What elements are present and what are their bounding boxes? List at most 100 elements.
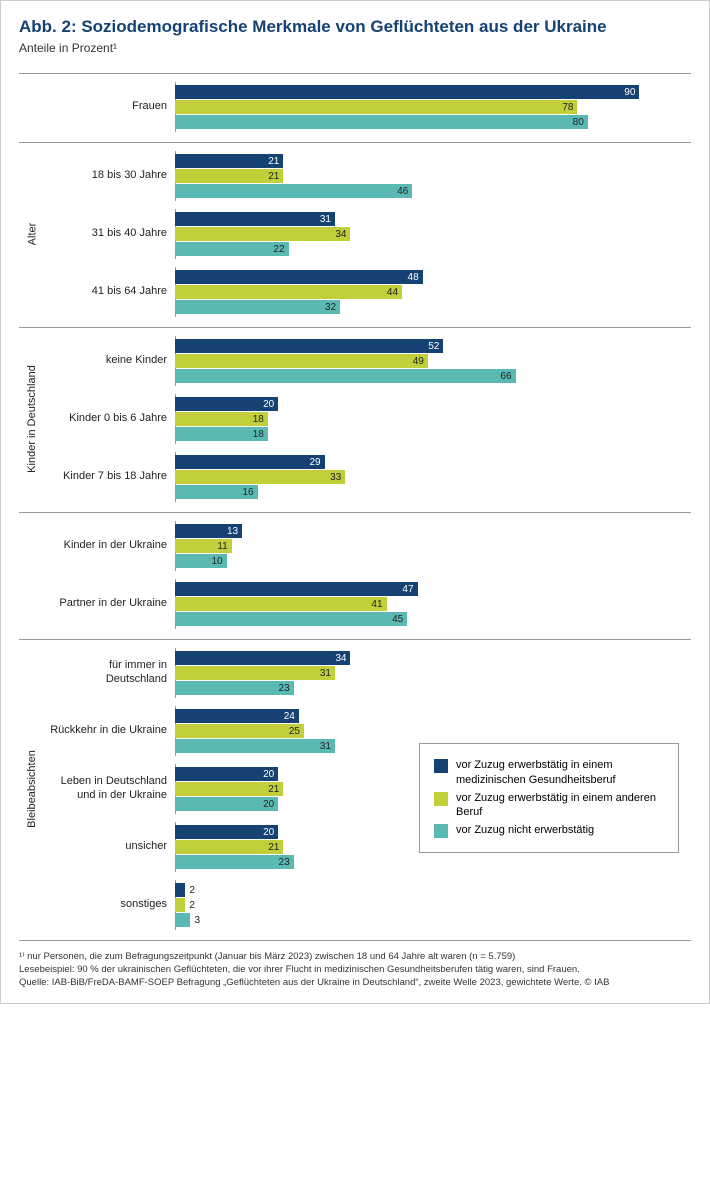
- bar: 18: [175, 412, 268, 426]
- bar-value: 20: [263, 827, 274, 838]
- bar-wrap: 22: [175, 242, 691, 256]
- row-label: Rückkehr in die Ukraine: [45, 724, 175, 738]
- bars-column: 201818: [175, 396, 691, 442]
- bar-wrap: 66: [175, 369, 691, 383]
- bar-wrap: 23: [175, 855, 691, 869]
- legend-label: vor Zuzug erwerbstätig in einem anderen …: [456, 791, 664, 820]
- bar: 23: [175, 855, 294, 869]
- bar-wrap: 11: [175, 539, 691, 553]
- bar-wrap: 49: [175, 354, 691, 368]
- row-label: Kinder in der Ukraine: [45, 539, 175, 553]
- bar-value: 90: [624, 87, 635, 98]
- bar-wrap: 33: [175, 470, 691, 484]
- bar-wrap: 2: [175, 883, 691, 897]
- bar: 31: [175, 212, 335, 226]
- bar-value: 47: [402, 584, 413, 595]
- bar-value: 31: [320, 214, 331, 225]
- section-label-column: Kinder in Deutschland: [19, 338, 45, 500]
- bar: 20: [175, 397, 278, 411]
- legend-swatch: [434, 759, 448, 773]
- bar: 2: [175, 898, 185, 912]
- section-label-column: Bleibeabsichten: [19, 650, 45, 928]
- bar-value: 21: [268, 842, 279, 853]
- bar-value: 2: [185, 900, 195, 911]
- chart-subtitle: Anteile in Prozent¹: [19, 41, 691, 55]
- bar-wrap: 31: [175, 666, 691, 680]
- bars-column: 34 31 23: [175, 650, 691, 696]
- bar: 33: [175, 470, 345, 484]
- bar-value: 41: [371, 599, 382, 610]
- bars-column: 31 3422: [175, 211, 691, 257]
- legend-item: vor Zuzug erwerbstätig in einem medizini…: [434, 758, 664, 787]
- bars-column: 223: [175, 882, 691, 928]
- section: Alter18 bis 30 Jahre21214631 bis 40 Jahr…: [19, 142, 691, 327]
- bar: 21: [175, 169, 283, 183]
- row-group: 31 bis 40 Jahre 31 3422: [45, 211, 691, 257]
- bar: 24: [175, 709, 299, 723]
- bar-value: 46: [397, 186, 408, 197]
- bars-column: 524966: [175, 338, 691, 384]
- section-label-column: [19, 84, 45, 130]
- bar: 2: [175, 883, 185, 897]
- bar: 13: [175, 524, 242, 538]
- bar: 23: [175, 681, 294, 695]
- row-group: Partner in der Ukraine474145: [45, 581, 691, 627]
- bars-column: 293316: [175, 454, 691, 500]
- bar-wrap: 13: [175, 524, 691, 538]
- bar-value: 23: [279, 683, 290, 694]
- bar: 3: [175, 913, 190, 927]
- bar-wrap: 45: [175, 612, 691, 626]
- bar-wrap: 46: [175, 184, 691, 198]
- row-group: Kinder 0 bis 6 Jahre201818: [45, 396, 691, 442]
- bar-wrap: 23: [175, 681, 691, 695]
- bar: 11: [175, 539, 232, 553]
- bar-value: 80: [573, 117, 584, 128]
- bar: 18: [175, 427, 268, 441]
- bar-value: 66: [500, 371, 511, 382]
- bar: 45: [175, 612, 407, 626]
- bar-wrap: 34: [175, 651, 691, 665]
- row-group: 18 bis 30 Jahre212146: [45, 153, 691, 199]
- bar-wrap: 24: [175, 709, 691, 723]
- figure-container: Abb. 2: Soziodemografische Merkmale von …: [0, 0, 710, 1004]
- bars-column: 484432: [175, 269, 691, 315]
- row-group: Frauen907880: [45, 84, 691, 130]
- legend-swatch: [434, 824, 448, 838]
- section: Frauen907880: [19, 73, 691, 142]
- bar: 21: [175, 782, 283, 796]
- section-body: 18 bis 30 Jahre21214631 bis 40 Jahre3134…: [45, 153, 691, 315]
- row-label: sonstiges: [45, 898, 175, 912]
- bar-value: 16: [242, 487, 253, 498]
- bar-wrap: 2: [175, 898, 691, 912]
- bar: 20: [175, 825, 278, 839]
- bar-value: 11: [217, 541, 227, 552]
- bar: 10: [175, 554, 227, 568]
- bar: 41: [175, 597, 387, 611]
- bar: 20: [175, 767, 278, 781]
- bar-wrap: 21: [175, 169, 691, 183]
- row-group: für immer in Deutschland343123: [45, 650, 691, 696]
- bar: 21: [175, 154, 283, 168]
- bar-wrap: 34: [175, 227, 691, 241]
- row-label: 31 bis 40 Jahre: [45, 227, 175, 241]
- bar-value: 21: [268, 784, 279, 795]
- row-label: Frauen: [45, 100, 175, 114]
- bars-column: 47 41 45: [175, 581, 691, 627]
- section-body: Kinder in der Ukraine131110Partner in de…: [45, 523, 691, 627]
- legend: vor Zuzug erwerbstätig in einem medizini…: [419, 743, 679, 853]
- section-label: Alter: [26, 223, 38, 246]
- row-label: Kinder 0 bis 6 Jahre: [45, 412, 175, 426]
- bar: 34: [175, 227, 350, 241]
- bar-value: 34: [335, 653, 346, 664]
- bar-wrap: 31: [175, 212, 691, 226]
- bar: 22: [175, 242, 289, 256]
- row-group: Kinder in der Ukraine13 11 10: [45, 523, 691, 569]
- bar-wrap: 18: [175, 412, 691, 426]
- bar-value: 31: [320, 741, 331, 752]
- bars-column: 13 11 10: [175, 523, 691, 569]
- footnote: ¹⁾ nur Personen, die zum Befragungszeitp…: [19, 951, 691, 989]
- bar: 25: [175, 724, 304, 738]
- bar-wrap: 18: [175, 427, 691, 441]
- row-group: 41 bis 64 Jahre484432: [45, 269, 691, 315]
- bar: 32: [175, 300, 340, 314]
